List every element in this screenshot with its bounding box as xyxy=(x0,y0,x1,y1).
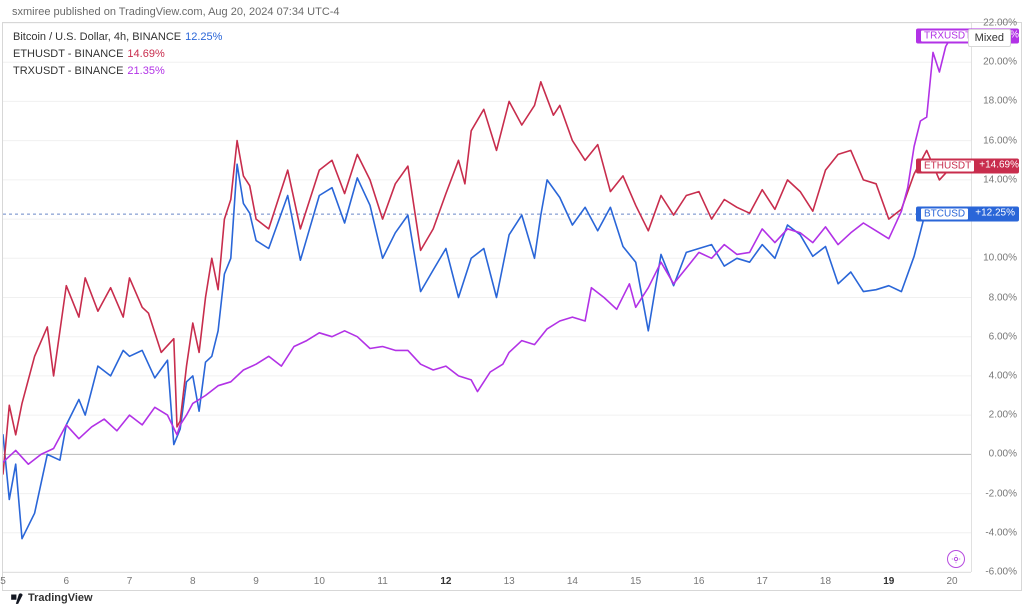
x-tick: 5 xyxy=(0,576,6,587)
attribution-text: sxmiree published on TradingView.com, Au… xyxy=(12,6,340,18)
y-tick: 20.00% xyxy=(983,57,1017,68)
y-tick: 18.00% xyxy=(983,96,1017,107)
y-tick: 0.00% xyxy=(989,449,1017,460)
legend-block: Bitcoin / U.S. Dollar, 4h, BINANCE 12.25… xyxy=(13,29,222,80)
x-tick: 13 xyxy=(504,576,515,587)
legend-line-label: ETHUSDT - BINANCE xyxy=(13,46,123,63)
y-tick: -2.00% xyxy=(985,488,1017,499)
x-tick: 14 xyxy=(567,576,578,587)
y-tick: 2.00% xyxy=(989,410,1017,421)
y-tick: 10.00% xyxy=(983,253,1017,264)
snapshot-icon[interactable] xyxy=(947,550,965,568)
x-axis: 5 6 7 8 9 10 11 12 13 14 15 16 17 18 19 20 xyxy=(3,572,971,590)
x-tick: 11 xyxy=(377,576,387,587)
footer-brand: TradingView xyxy=(10,591,93,605)
legend-main-line: Bitcoin / U.S. Dollar, 4h, BINANCE 12.25… xyxy=(13,29,222,46)
tradingview-logo-icon xyxy=(10,591,24,605)
series-layer xyxy=(3,23,971,572)
series-ETHUSDT xyxy=(3,82,952,474)
legend-line: TRXUSDT - BINANCE21.35% xyxy=(13,63,222,80)
legend-main-label: Bitcoin / U.S. Dollar, 4h, BINANCE xyxy=(13,29,181,46)
legend-line-label: TRXUSDT - BINANCE xyxy=(13,63,123,80)
footer-brand-text: TradingView xyxy=(28,592,93,604)
legend-line: ETHUSDT - BINANCE14.69% xyxy=(13,46,222,63)
y-tick: 4.00% xyxy=(989,370,1017,381)
price-tag-value: +12.25% xyxy=(975,208,1015,221)
series-BTCUSD xyxy=(3,164,952,539)
x-tick: 7 xyxy=(127,576,133,587)
y-tick: 14.00% xyxy=(983,174,1017,185)
y-tick: -6.00% xyxy=(985,567,1017,578)
legend-line-value: 14.69% xyxy=(127,46,164,63)
x-tick: 10 xyxy=(314,576,325,587)
chart-container: Bitcoin / U.S. Dollar, 4h, BINANCE 12.25… xyxy=(2,22,1022,591)
mode-flag[interactable]: Mixed xyxy=(968,29,1011,47)
x-tick: 12 xyxy=(440,576,451,587)
x-tick: 6 xyxy=(63,576,69,587)
x-tick: 17 xyxy=(757,576,768,587)
x-tick: 8 xyxy=(190,576,196,587)
y-tick: 8.00% xyxy=(989,292,1017,303)
x-tick: 16 xyxy=(693,576,704,587)
price-tag: ETHUSDT +14.69% xyxy=(916,159,1019,174)
y-tick: 6.00% xyxy=(989,331,1017,342)
x-tick: 9 xyxy=(253,576,259,587)
legend-main-value: 12.25% xyxy=(185,29,222,46)
x-tick: 20 xyxy=(946,576,957,587)
x-tick: 19 xyxy=(883,576,894,587)
price-tag-pair: ETHUSDT xyxy=(920,160,975,173)
plot-area[interactable] xyxy=(3,23,971,572)
x-tick: 15 xyxy=(630,576,641,587)
y-tick: 16.00% xyxy=(983,135,1017,146)
x-tick: 18 xyxy=(820,576,831,587)
legend-line-value: 21.35% xyxy=(127,63,164,80)
price-tag-pair: BTCUSD xyxy=(920,208,969,221)
y-tick: 22.00% xyxy=(983,18,1017,29)
price-tag: BTCUSD +12.25% xyxy=(916,207,1019,222)
y-tick: -4.00% xyxy=(985,527,1017,538)
price-tag-pair: TRXUSDT xyxy=(920,29,975,42)
y-axis: -6.00%-4.00%-2.00%0.00%2.00%4.00%6.00%8.… xyxy=(971,23,1021,572)
price-tag-value: +14.69% xyxy=(979,160,1019,173)
